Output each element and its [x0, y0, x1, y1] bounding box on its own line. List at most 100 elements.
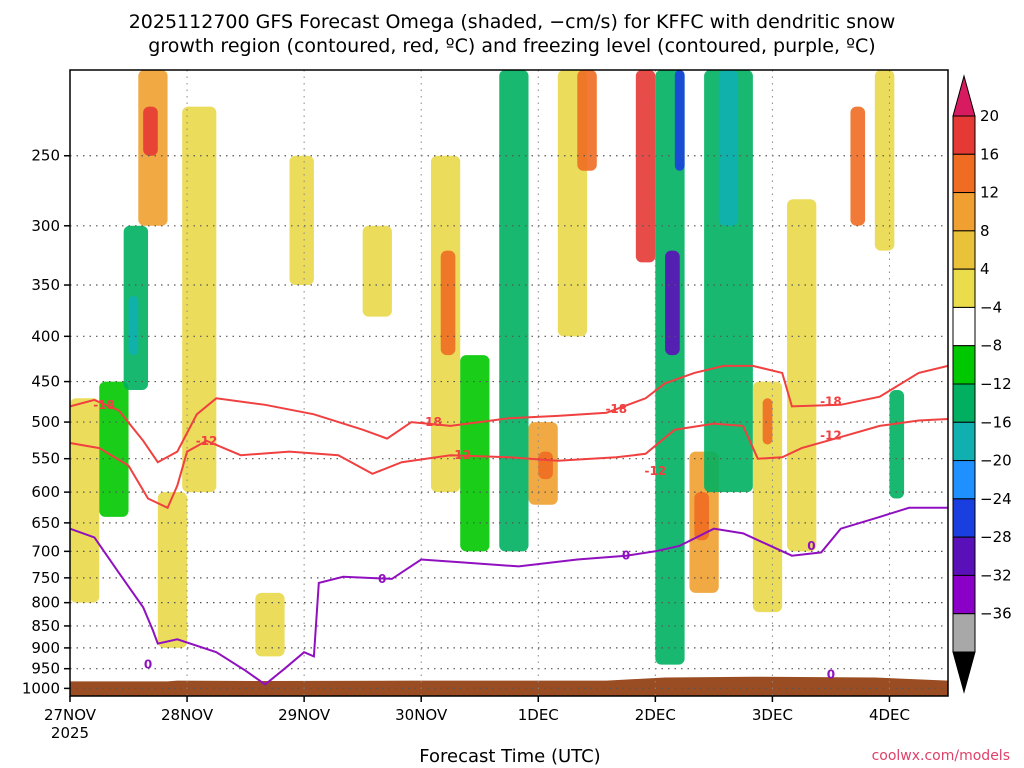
- contour-label: -18: [93, 398, 115, 412]
- dgz-upper-contour: [69, 364, 949, 464]
- colorbar-label: 4: [980, 260, 990, 278]
- colorbar-label: 12: [980, 184, 999, 202]
- colorbar-box: [952, 536, 976, 576]
- omega-region: [99, 381, 129, 517]
- colorbar-label: −36: [980, 605, 1012, 623]
- colorbar-label: 8: [980, 222, 990, 240]
- colorbar-top-arrow: [952, 74, 976, 117]
- colorbar-box: [952, 613, 976, 653]
- colorbar-label: −32: [980, 566, 1012, 584]
- x-axis: 27NOV 28NOV 29NOV 30NOV 1DEC 2DEC 3DEC 4DEC: [44, 696, 910, 724]
- contour-label: -12: [449, 448, 471, 462]
- contour-label: -18: [420, 415, 442, 429]
- omega-region: [635, 70, 656, 263]
- colorbar-box: [952, 268, 976, 308]
- y-tick-label: 400: [31, 327, 60, 345]
- contour-label: 0: [622, 549, 630, 563]
- dgz-lower-contour: [69, 418, 949, 510]
- credit-text: coolwx.com/models: [872, 748, 1010, 764]
- colorbar-box: [952, 306, 976, 347]
- omega-region: [762, 398, 773, 445]
- x-tick-label: 2DEC: [635, 706, 676, 724]
- x-tick-label: 1DEC: [518, 706, 559, 724]
- y-tick-label: 650: [31, 514, 60, 532]
- colorbar-label: −28: [980, 528, 1012, 546]
- colorbar-box: [952, 153, 976, 194]
- omega-region: [157, 492, 188, 648]
- omega-region: [143, 106, 158, 156]
- contour-label: 0: [807, 539, 815, 553]
- omega-region: [665, 250, 680, 356]
- contour-layer: [69, 364, 949, 686]
- colorbar-label: 16: [980, 145, 999, 163]
- plot-frame: [69, 69, 949, 697]
- x-tick-label: 28NOV: [161, 706, 214, 724]
- chart-title-line1: 2025112700 GFS Forecast Omega (shaded, −…: [129, 11, 896, 33]
- y-tick-label: 900: [31, 639, 60, 657]
- colorbar-box: [952, 230, 976, 270]
- y-tick-label: 300: [31, 217, 60, 235]
- omega-region: [577, 70, 597, 171]
- omega-region: [787, 199, 817, 552]
- y-tick-label: 850: [31, 617, 60, 635]
- y-tick-label: 700: [31, 542, 60, 560]
- colorbar-label: −12: [980, 375, 1012, 393]
- contour-label: -18: [820, 395, 842, 409]
- omega-region: [182, 106, 217, 493]
- y-tick-label: 1000: [22, 679, 60, 697]
- omega-region: [704, 70, 753, 493]
- colorbar-label: −8: [980, 337, 1002, 355]
- omega-region: [538, 451, 553, 480]
- omega-region: [460, 355, 490, 552]
- colorbar: 20 16 12 8 4 −4 −8 −12 −16 −20 −24 −28 −32 −36: [952, 74, 1012, 694]
- omega-region: [752, 381, 783, 613]
- contour-label: -12: [196, 434, 218, 448]
- contour-label: 0: [378, 572, 386, 586]
- omega-region: [655, 70, 685, 665]
- y-tick-label: 500: [31, 413, 60, 431]
- omega-region: [362, 225, 392, 317]
- omega-region: [694, 492, 709, 541]
- x-tick-label: 27NOV: [44, 706, 97, 724]
- x-tick-label: 3DEC: [752, 706, 793, 724]
- omega-region: [850, 106, 866, 226]
- terrain-surface: [70, 676, 948, 696]
- colorbar-box: [952, 574, 976, 615]
- contour-label: -18: [605, 402, 627, 416]
- colorbar-label: −16: [980, 413, 1012, 431]
- omega-region: [440, 250, 456, 356]
- colorbar-box: [952, 421, 976, 462]
- y-tick-label: 600: [31, 483, 60, 501]
- omega-region: [674, 70, 685, 171]
- x-tick-label: 4DEC: [869, 706, 910, 724]
- y-axis: 250 300 350 400 450 500 550 600 650 700 750 800 850 9…: [22, 147, 70, 697]
- freezing-level-contour: [69, 506, 948, 686]
- omega-region: [718, 70, 739, 226]
- colorbar-label: −4: [980, 298, 1002, 316]
- colorbar-bottom-arrow: [952, 651, 976, 694]
- contour-label: 0: [827, 668, 835, 682]
- colorbar-label: 20: [980, 107, 999, 125]
- contour-label: -12: [644, 464, 666, 478]
- y-tick-label: 450: [31, 373, 60, 391]
- colorbar-label: −20: [980, 452, 1012, 470]
- y-tick-label: 550: [31, 450, 60, 468]
- colorbar-box: [952, 460, 976, 500]
- colorbar-box: [952, 498, 976, 538]
- omega-region: [128, 295, 139, 356]
- y-tick-label: 350: [31, 276, 60, 294]
- x-axis-label: Forecast Time (UTC): [419, 746, 600, 767]
- omega-region: [499, 70, 529, 552]
- colorbar-label: −24: [980, 490, 1012, 508]
- colorbar-box: [952, 383, 976, 423]
- omega-region: [70, 398, 100, 603]
- colorbar-box: [952, 345, 976, 385]
- terrain-layer: [70, 676, 948, 696]
- omega-region: [255, 592, 285, 657]
- x-tick-label: 30NOV: [395, 706, 448, 724]
- omega-region: [889, 390, 905, 499]
- contour-label: -12: [820, 429, 842, 443]
- x-tick-label: 29NOV: [278, 706, 331, 724]
- omega-shading-layer: [70, 70, 905, 665]
